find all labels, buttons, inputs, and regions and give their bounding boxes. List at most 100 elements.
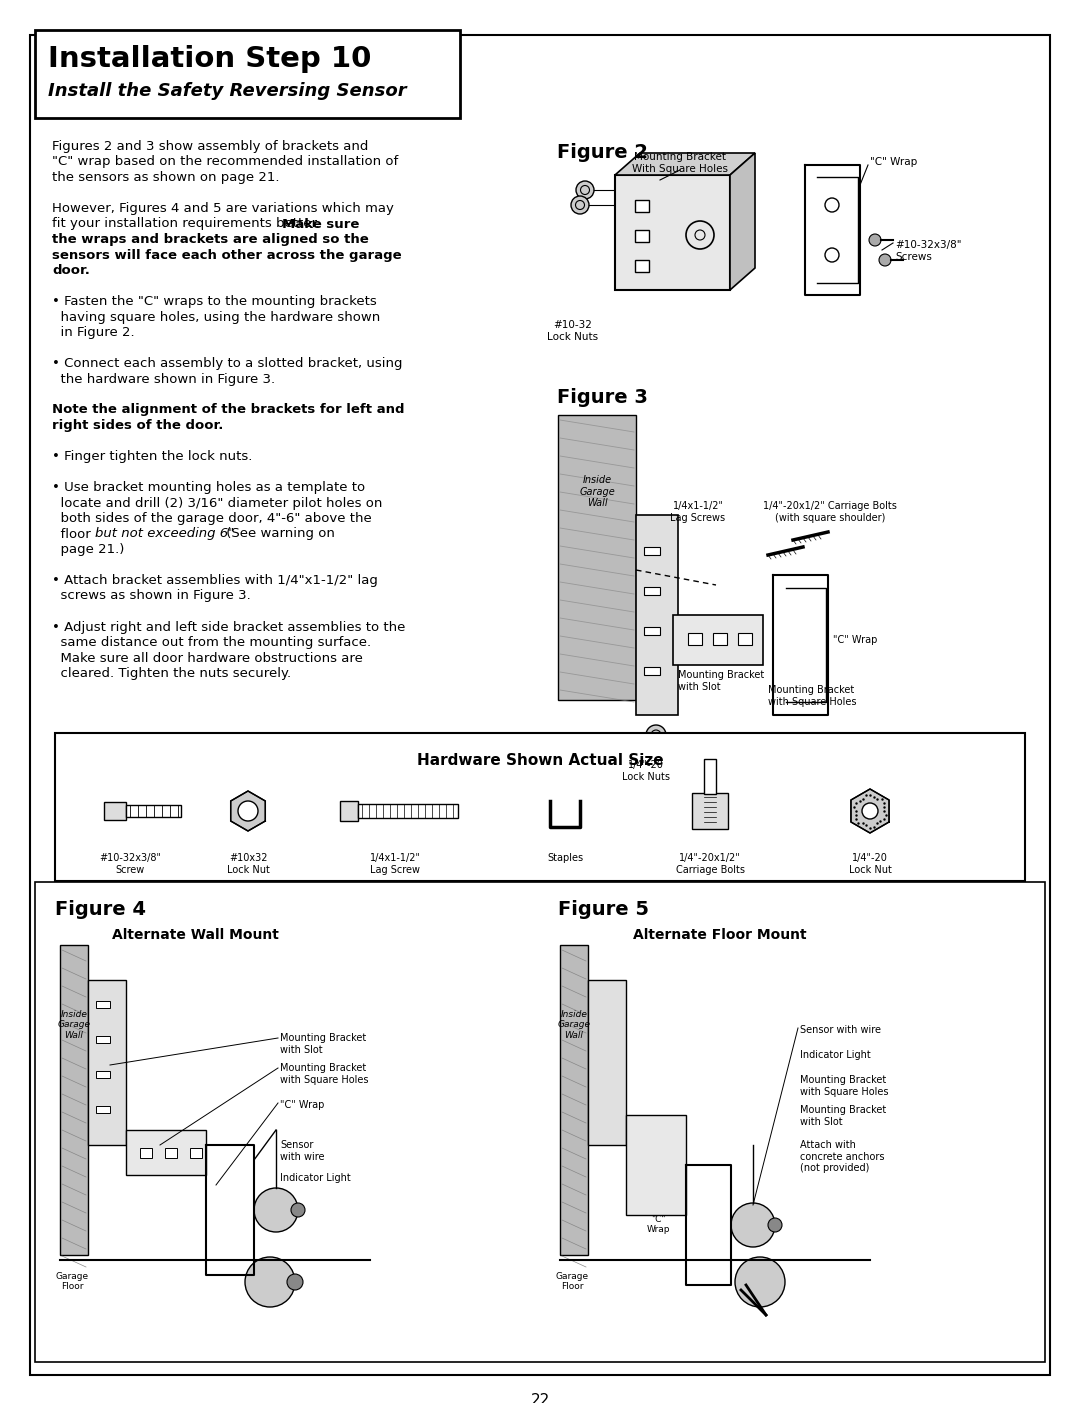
Text: Sensor
with wire: Sensor with wire: [280, 1141, 324, 1162]
Circle shape: [576, 181, 594, 199]
Text: 1/4x1-1/2"
Lag Screw: 1/4x1-1/2" Lag Screw: [369, 853, 420, 874]
Text: Hardware Shown Actual Size: Hardware Shown Actual Size: [417, 753, 663, 767]
Text: Inside
Garage
Wall: Inside Garage Wall: [557, 1010, 591, 1040]
Text: cleared. Tighten the nuts securely.: cleared. Tighten the nuts securely.: [52, 666, 292, 680]
Circle shape: [768, 1218, 782, 1232]
Circle shape: [646, 725, 666, 745]
Text: Alternate Wall Mount: Alternate Wall Mount: [111, 927, 279, 941]
Text: 1/4"-20
Lock Nuts: 1/4"-20 Lock Nuts: [622, 760, 670, 781]
Text: door.: door.: [52, 264, 90, 276]
FancyBboxPatch shape: [35, 882, 1045, 1362]
FancyBboxPatch shape: [96, 1070, 110, 1078]
FancyBboxPatch shape: [615, 175, 730, 290]
Polygon shape: [697, 1176, 729, 1274]
FancyBboxPatch shape: [636, 515, 678, 716]
Text: 1/4"-20x1/2"
Carriage Bolts: 1/4"-20x1/2" Carriage Bolts: [675, 853, 744, 874]
Polygon shape: [730, 153, 755, 290]
FancyBboxPatch shape: [340, 801, 357, 821]
FancyBboxPatch shape: [635, 201, 649, 212]
Circle shape: [869, 234, 881, 246]
Circle shape: [291, 1202, 305, 1216]
Text: but not exceeding 6".: but not exceeding 6".: [95, 528, 239, 540]
Polygon shape: [851, 788, 889, 833]
Text: locate and drill (2) 3/16" diameter pilot holes on: locate and drill (2) 3/16" diameter pilo…: [52, 497, 382, 509]
Text: Mounting Bracket
with Square Holes: Mounting Bracket with Square Holes: [280, 1063, 368, 1085]
FancyBboxPatch shape: [104, 803, 126, 819]
FancyBboxPatch shape: [126, 1129, 206, 1174]
Text: "C" Wrap: "C" Wrap: [833, 636, 877, 645]
Text: Attach with
concrete anchors
(not provided): Attach with concrete anchors (not provid…: [800, 1141, 885, 1173]
Text: "C"
Wrap: "C" Wrap: [646, 1215, 670, 1235]
FancyBboxPatch shape: [35, 29, 460, 118]
Circle shape: [238, 801, 258, 821]
Text: Inside
Garage
Wall: Inside Garage Wall: [579, 476, 615, 508]
Text: "C" Wrap: "C" Wrap: [870, 157, 917, 167]
FancyBboxPatch shape: [635, 260, 649, 272]
Text: #10-32x3/8"
Screws: #10-32x3/8" Screws: [895, 240, 961, 261]
FancyBboxPatch shape: [55, 732, 1025, 881]
Text: Staples: Staples: [546, 853, 583, 863]
FancyBboxPatch shape: [688, 633, 702, 645]
Text: Mounting Bracket
with Slot: Mounting Bracket with Slot: [280, 1033, 366, 1055]
Polygon shape: [786, 588, 826, 702]
FancyBboxPatch shape: [673, 615, 762, 665]
Text: • Adjust right and left side bracket assemblies to the: • Adjust right and left side bracket ass…: [52, 620, 405, 634]
FancyBboxPatch shape: [588, 981, 626, 1145]
FancyBboxPatch shape: [30, 35, 1050, 1375]
FancyBboxPatch shape: [738, 633, 752, 645]
Text: • Attach bracket assemblies with 1/4"x1-1/2" lag: • Attach bracket assemblies with 1/4"x1-…: [52, 574, 378, 586]
Text: Indicator Light: Indicator Light: [280, 1173, 351, 1183]
Text: sensors will face each other across the garage: sensors will face each other across the …: [52, 248, 402, 261]
Text: the wraps and brackets are aligned so the: the wraps and brackets are aligned so th…: [52, 233, 368, 246]
FancyBboxPatch shape: [635, 230, 649, 241]
Text: • Finger tighten the lock nuts.: • Finger tighten the lock nuts.: [52, 450, 253, 463]
Text: Figure 4: Figure 4: [55, 899, 146, 919]
FancyBboxPatch shape: [96, 1000, 110, 1007]
Text: "C" wrap based on the recommended installation of: "C" wrap based on the recommended instal…: [52, 156, 399, 168]
Text: Garage
Floor: Garage Floor: [55, 1273, 89, 1291]
Text: page 21.): page 21.): [52, 543, 124, 556]
FancyBboxPatch shape: [644, 547, 660, 556]
Polygon shape: [816, 177, 858, 283]
FancyBboxPatch shape: [704, 759, 716, 794]
FancyBboxPatch shape: [140, 1148, 152, 1157]
Text: • Fasten the "C" wraps to the mounting brackets: • Fasten the "C" wraps to the mounting b…: [52, 295, 377, 309]
Text: same distance out from the mounting surface.: same distance out from the mounting surf…: [52, 636, 372, 650]
Text: Figure 3: Figure 3: [557, 389, 648, 407]
Text: both sides of the garage door, 4"-6" above the: both sides of the garage door, 4"-6" abo…: [52, 512, 372, 525]
Text: #10x32
Lock Nut: #10x32 Lock Nut: [227, 853, 269, 874]
Text: 22: 22: [530, 1393, 550, 1403]
Text: Figures 2 and 3 show assembly of brackets and: Figures 2 and 3 show assembly of bracket…: [52, 140, 368, 153]
Circle shape: [735, 1257, 785, 1308]
Text: • Use bracket mounting holes as a template to: • Use bracket mounting holes as a templa…: [52, 481, 365, 494]
Text: • Connect each assembly to a slotted bracket, using: • Connect each assembly to a slotted bra…: [52, 356, 403, 370]
FancyBboxPatch shape: [561, 946, 588, 1256]
Text: Mounting Bracket
With Square Holes: Mounting Bracket With Square Holes: [632, 152, 728, 174]
Text: having square holes, using the hardware shown: having square holes, using the hardware …: [52, 310, 380, 324]
FancyBboxPatch shape: [60, 946, 87, 1256]
Text: Inside
Garage
Wall: Inside Garage Wall: [57, 1010, 91, 1040]
Circle shape: [254, 1188, 298, 1232]
Circle shape: [731, 1202, 775, 1247]
Text: "C" Wrap: "C" Wrap: [280, 1100, 324, 1110]
Text: #10-32x3/8"
Screw: #10-32x3/8" Screw: [99, 853, 161, 874]
Circle shape: [287, 1274, 303, 1289]
Text: Sensor with wire: Sensor with wire: [800, 1026, 881, 1035]
Circle shape: [245, 1257, 295, 1308]
FancyBboxPatch shape: [96, 1035, 110, 1042]
Text: Installation Step 10: Installation Step 10: [48, 45, 372, 73]
Polygon shape: [218, 1157, 252, 1263]
Text: Figure 5: Figure 5: [558, 899, 649, 919]
Text: Make sure: Make sure: [282, 217, 360, 230]
Polygon shape: [615, 153, 755, 175]
Circle shape: [571, 196, 589, 215]
FancyBboxPatch shape: [87, 981, 126, 1145]
Text: in Figure 2.: in Figure 2.: [52, 325, 135, 340]
Text: Garage
Floor: Garage Floor: [555, 1273, 589, 1291]
Text: the sensors as shown on page 21.: the sensors as shown on page 21.: [52, 171, 280, 184]
FancyBboxPatch shape: [558, 415, 636, 700]
Text: 1/4"-20x1/2" Carriage Bolts
(with square shoulder): 1/4"-20x1/2" Carriage Bolts (with square…: [764, 501, 896, 523]
FancyBboxPatch shape: [165, 1148, 177, 1157]
FancyBboxPatch shape: [692, 793, 728, 829]
FancyBboxPatch shape: [713, 633, 727, 645]
